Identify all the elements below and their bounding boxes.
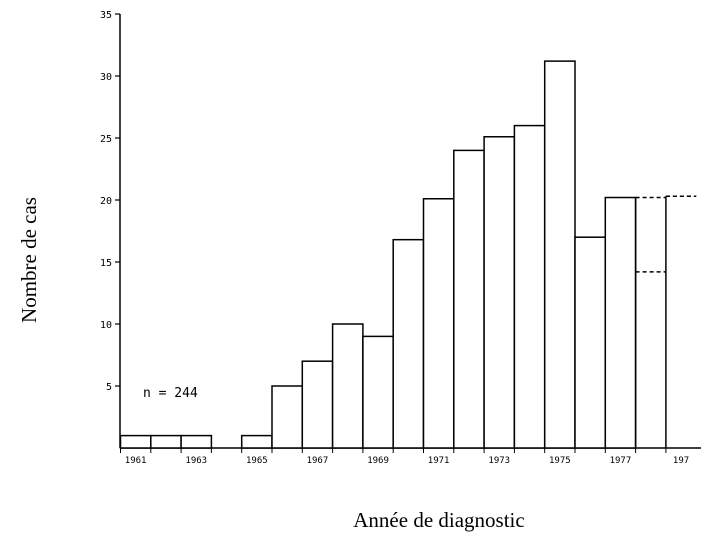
- y-tick-label: 35: [100, 10, 112, 21]
- y-axis-title: Nombre de cas: [17, 197, 41, 323]
- bars: [119, 60, 697, 449]
- y-tick-label: 25: [100, 134, 112, 145]
- bar: [422, 198, 455, 449]
- bar: [634, 196, 666, 448]
- bar: [453, 149, 485, 449]
- bar: [574, 236, 607, 449]
- y-tick-label: 30: [100, 72, 112, 83]
- bar: [119, 434, 152, 449]
- x-tick-label: 1961: [125, 456, 147, 466]
- x-tick-label: 1965: [246, 456, 268, 466]
- x-axis-title: Année de diagnostic: [353, 508, 524, 532]
- bar: [150, 434, 182, 449]
- bar: [271, 385, 304, 449]
- bar: [240, 434, 273, 449]
- bar: [301, 360, 334, 449]
- x-tick-label: 1977: [610, 456, 632, 466]
- bar: [180, 434, 213, 449]
- x-tick-label: 1971: [428, 456, 450, 466]
- x-tick-label: 197: [673, 456, 689, 466]
- x-tick-label: 1967: [307, 456, 329, 466]
- bar: [331, 323, 364, 449]
- y-tick-label: 15: [100, 258, 112, 269]
- x-tick-label: 1975: [549, 456, 571, 466]
- bar: [362, 335, 394, 449]
- bar: [665, 195, 697, 448]
- y-tick-label: 5: [106, 382, 112, 393]
- x-tick-label: 1963: [185, 456, 207, 466]
- y-tick-label: 20: [100, 196, 112, 207]
- bar: [513, 124, 546, 449]
- x-tick-label: 1969: [367, 456, 389, 466]
- y-tick-label: 10: [100, 320, 112, 331]
- bar: [483, 136, 516, 449]
- x-axis: 1961 1963 1965 1967 1969 1971 1973 1975 1977 197: [120, 447, 701, 466]
- y-axis: 5 10 15 20 25 30 35: [100, 10, 121, 448]
- bar: [392, 238, 425, 449]
- sample-size-annotation: n = 244: [143, 386, 198, 401]
- x-tick-label: 1973: [488, 456, 510, 466]
- bar: [604, 196, 637, 449]
- bar: [543, 60, 576, 449]
